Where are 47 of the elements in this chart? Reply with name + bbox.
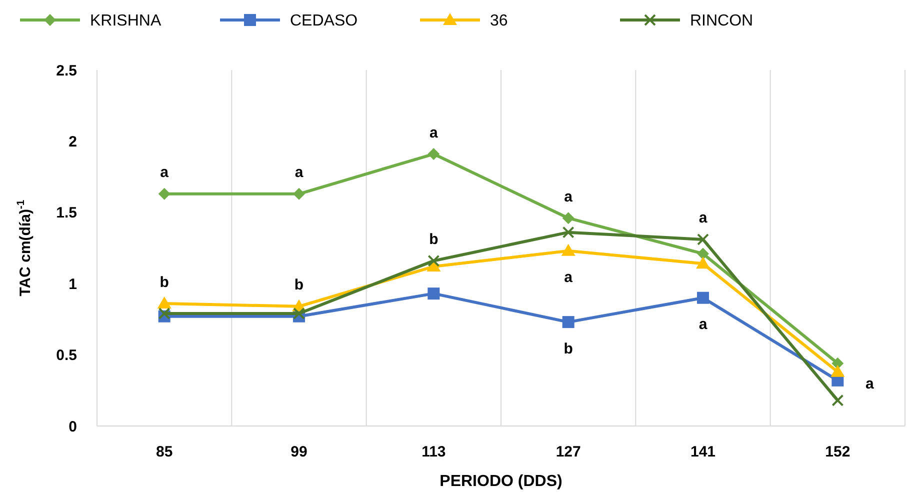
- y-tick-label: 2: [68, 133, 77, 150]
- x-tick-label: 141: [690, 443, 716, 460]
- legend-label: CEDASO: [290, 12, 358, 30]
- point: [832, 394, 844, 406]
- y-tick-label: 1.5: [56, 204, 77, 222]
- legend-label: RINCON: [690, 12, 754, 30]
- x-tick-label: 99: [290, 443, 308, 460]
- annotation: b: [294, 276, 304, 294]
- annotation: a: [698, 316, 708, 334]
- annotation: a: [429, 124, 438, 142]
- point: [428, 148, 440, 160]
- annotation: b: [429, 231, 438, 248]
- point: [697, 233, 709, 246]
- point: [158, 308, 170, 320]
- annotation: a: [564, 269, 574, 286]
- x-tick-label: 85: [156, 443, 173, 460]
- x-tick-label: 127: [556, 443, 581, 460]
- point: [293, 308, 305, 320]
- point: [157, 296, 172, 309]
- x-axis-title: PERIODO (DDS): [440, 473, 562, 490]
- point: [158, 188, 170, 200]
- point: [562, 316, 574, 328]
- y-tick-label: 2.5: [56, 62, 77, 80]
- point: [562, 226, 574, 238]
- point: [562, 212, 574, 224]
- point: [428, 254, 440, 267]
- y-tick-label: 0.5: [56, 347, 77, 364]
- point: [293, 188, 305, 200]
- annotation: b: [160, 274, 169, 291]
- point: [830, 364, 845, 377]
- annotation: b: [564, 340, 573, 358]
- y-tick-label: 0: [68, 418, 77, 436]
- x-tick-label: 152: [825, 443, 850, 460]
- point: [561, 244, 576, 256]
- annotation: a: [865, 376, 874, 393]
- y-tick-label: 1: [68, 276, 77, 293]
- legend-label: 36: [490, 12, 508, 30]
- point: [697, 292, 709, 304]
- annotation: a: [294, 164, 304, 182]
- legend-label: KRISHNA: [90, 12, 162, 30]
- point: [696, 256, 710, 269]
- point: [428, 288, 440, 300]
- point: [697, 248, 709, 260]
- x-tick-label: 113: [422, 443, 446, 460]
- annotation: a: [564, 188, 574, 206]
- annotation: a: [160, 164, 170, 182]
- annotation: a: [698, 210, 708, 227]
